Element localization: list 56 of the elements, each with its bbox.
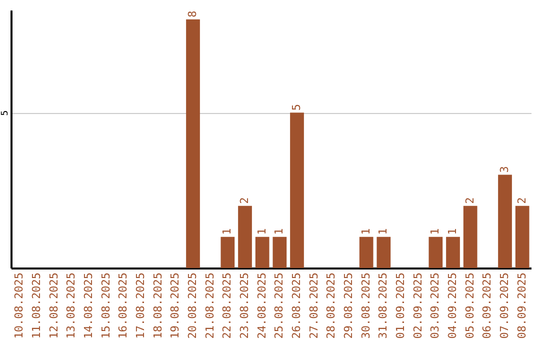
x-tick-label: 08.09.2025 bbox=[515, 272, 528, 339]
x-tick-label: 30.08.2025 bbox=[359, 272, 372, 339]
bar bbox=[515, 206, 530, 268]
x-tick-label: 04.09.2025 bbox=[446, 272, 459, 339]
x-tick-label: 19.08.2025 bbox=[168, 272, 182, 339]
x-tick-label: 25.08.2025 bbox=[272, 272, 286, 339]
x-tick-label: 15.08.2025 bbox=[99, 272, 112, 339]
x-tick-label: 05.09.2025 bbox=[463, 272, 476, 339]
data-label: 5 bbox=[290, 104, 303, 111]
x-tick-label: 18.08.2025 bbox=[151, 272, 164, 339]
x-tick-label: 01.09.2025 bbox=[394, 272, 407, 339]
x-tick-label: 27.08.2025 bbox=[307, 272, 320, 339]
data-label: 1 bbox=[376, 228, 390, 235]
bar bbox=[498, 174, 512, 268]
bar bbox=[446, 236, 460, 268]
data-label: 1 bbox=[255, 228, 268, 235]
bar bbox=[255, 236, 270, 268]
x-tick-label: 29.08.2025 bbox=[342, 272, 355, 339]
data-label: 2 bbox=[463, 197, 476, 204]
bar bbox=[220, 236, 235, 268]
x-tick-label: 24.08.2025 bbox=[255, 272, 268, 339]
data-label: 1 bbox=[428, 228, 442, 235]
x-tick-label: 22.08.2025 bbox=[220, 272, 234, 339]
x-tick-label: 02.09.2025 bbox=[411, 272, 424, 339]
x-tick-label: 23.08.2025 bbox=[238, 272, 251, 339]
data-label: 1 bbox=[272, 228, 286, 235]
data-label: 1 bbox=[359, 228, 372, 235]
x-tick-label: 06.09.2025 bbox=[480, 272, 494, 339]
x-tick-label: 07.09.2025 bbox=[498, 272, 511, 339]
bar bbox=[428, 236, 443, 268]
bar bbox=[272, 236, 287, 268]
data-label: 1 bbox=[446, 228, 459, 235]
data-label: 2 bbox=[238, 197, 251, 204]
x-tick-label: 10.08.2025 bbox=[12, 272, 26, 339]
data-label: 2 bbox=[515, 197, 528, 204]
bar bbox=[463, 206, 478, 268]
x-tick-label: 14.08.2025 bbox=[82, 272, 95, 339]
bar bbox=[376, 236, 391, 268]
data-label: 8 bbox=[186, 10, 199, 18]
bar bbox=[290, 112, 304, 268]
x-tick-label: 21.08.2025 bbox=[203, 272, 216, 339]
x-tick-label: 11.08.2025 bbox=[30, 272, 43, 339]
bar bbox=[359, 236, 374, 268]
bar bbox=[186, 19, 200, 268]
x-tick-label: 26.08.2025 bbox=[290, 272, 303, 339]
x-tick-label: 13.08.2025 bbox=[64, 272, 78, 339]
data-label: 1 bbox=[220, 228, 234, 235]
bar bbox=[238, 206, 252, 268]
data-label: 3 bbox=[498, 166, 511, 173]
x-tick-label: 12.08.2025 bbox=[47, 272, 60, 339]
x-tick-label: 17.08.2025 bbox=[134, 272, 147, 339]
x-tick-label: 03.09.2025 bbox=[428, 272, 442, 339]
x-tick-label: 31.08.2025 bbox=[376, 272, 390, 339]
x-tick-label: 28.08.2025 bbox=[324, 272, 338, 339]
x-tick-label: 16.08.2025 bbox=[116, 272, 130, 339]
x-tick-label: 20.08.2025 bbox=[186, 272, 199, 339]
